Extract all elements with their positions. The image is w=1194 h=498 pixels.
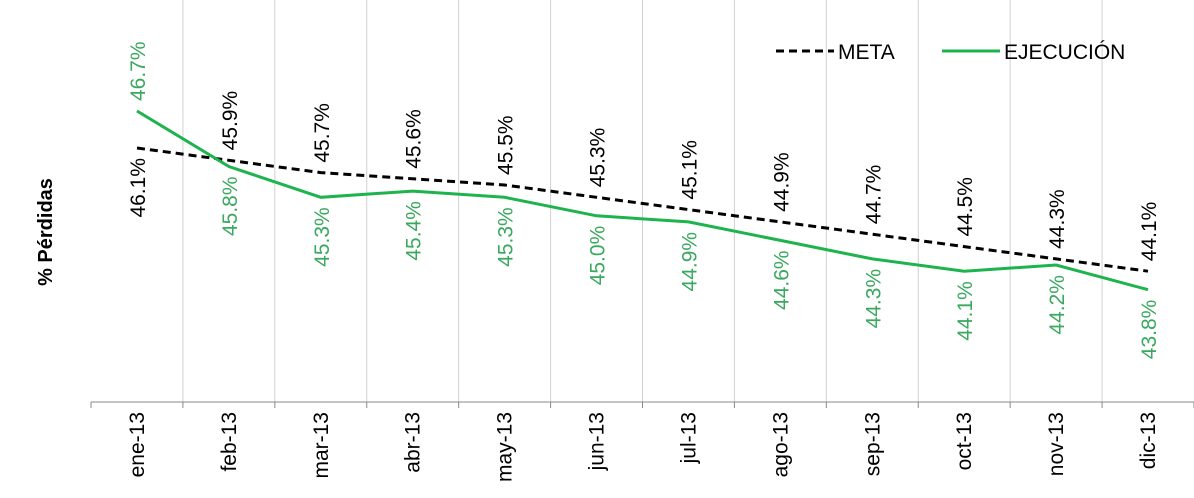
data-label-ejecucion: 45.3% bbox=[311, 207, 334, 267]
data-label-meta: 44.9% bbox=[770, 152, 793, 212]
data-label-meta: 45.9% bbox=[219, 91, 242, 151]
data-label-ejecucion: 46.7% bbox=[127, 41, 150, 101]
x-tick-label: sep-13 bbox=[861, 412, 884, 476]
data-label-meta: 44.7% bbox=[862, 165, 885, 225]
data-label-ejecucion: 45.0% bbox=[587, 226, 610, 286]
x-axis-ticks bbox=[90, 402, 1194, 408]
x-tick-label: ago-13 bbox=[769, 412, 792, 477]
x-tick-label: mar-13 bbox=[310, 412, 333, 479]
data-label-ejecucion: 44.3% bbox=[862, 269, 885, 329]
series-lines bbox=[136, 109, 1149, 292]
x-tick-label: dic-13 bbox=[1137, 412, 1160, 469]
x-tick-label: jun-13 bbox=[586, 412, 609, 471]
data-label-ejecucion: 44.2% bbox=[1046, 275, 1069, 335]
data-label-meta: 45.1% bbox=[678, 140, 701, 200]
vertical-gridlines bbox=[182, 0, 1103, 402]
x-tick-label: may-13 bbox=[494, 412, 517, 482]
data-label-ejecucion: 44.9% bbox=[678, 232, 701, 292]
series-line-meta bbox=[136, 146, 1149, 273]
data-label-meta: 45.5% bbox=[495, 115, 518, 175]
data-label-meta: 44.1% bbox=[1138, 202, 1161, 262]
data-label-meta: 44.5% bbox=[954, 177, 977, 237]
data-label-ejecucion: 43.8% bbox=[1138, 300, 1161, 360]
x-tick-label: abr-13 bbox=[402, 412, 425, 473]
x-tick-label: jul-13 bbox=[677, 412, 700, 464]
x-tick-labels: ene-13 feb-13 mar-13 abr-13 may-13 jun-13 jul-… bbox=[126, 412, 1160, 482]
data-label-ejecucion: 45.3% bbox=[495, 207, 518, 267]
x-tick-label: oct-13 bbox=[953, 412, 976, 470]
x-tick-label: feb-13 bbox=[218, 412, 241, 472]
data-label-ejecucion: 45.4% bbox=[403, 201, 426, 261]
data-label-ejecucion: 44.6% bbox=[770, 250, 793, 310]
data-label-meta: 45.6% bbox=[403, 109, 426, 169]
data-label-meta: 45.7% bbox=[311, 103, 334, 163]
data-label-meta: 45.3% bbox=[587, 128, 610, 188]
legend: META EJECUCIÓN bbox=[776, 41, 1125, 64]
legend-label-ejecucion: EJECUCIÓN bbox=[1004, 41, 1125, 64]
legend-label-meta: META bbox=[838, 41, 895, 64]
series-line-ejecucion bbox=[136, 109, 1149, 292]
x-tick-label: ene-13 bbox=[126, 412, 149, 477]
x-tick-label: nov-13 bbox=[1045, 412, 1068, 476]
y-axis-label: % Pérdidas bbox=[35, 178, 57, 286]
data-label-meta: 46.1% bbox=[127, 158, 150, 218]
data-label-ejecucion: 45.8% bbox=[219, 176, 242, 236]
data-labels: 46.1% 46.7% 45.9% 45.8% 45.7% 45.3% 45.6% 45.4%… bbox=[127, 41, 1161, 359]
data-label-ejecucion: 44.1% bbox=[954, 281, 977, 341]
data-label-meta: 44.3% bbox=[1046, 189, 1069, 249]
